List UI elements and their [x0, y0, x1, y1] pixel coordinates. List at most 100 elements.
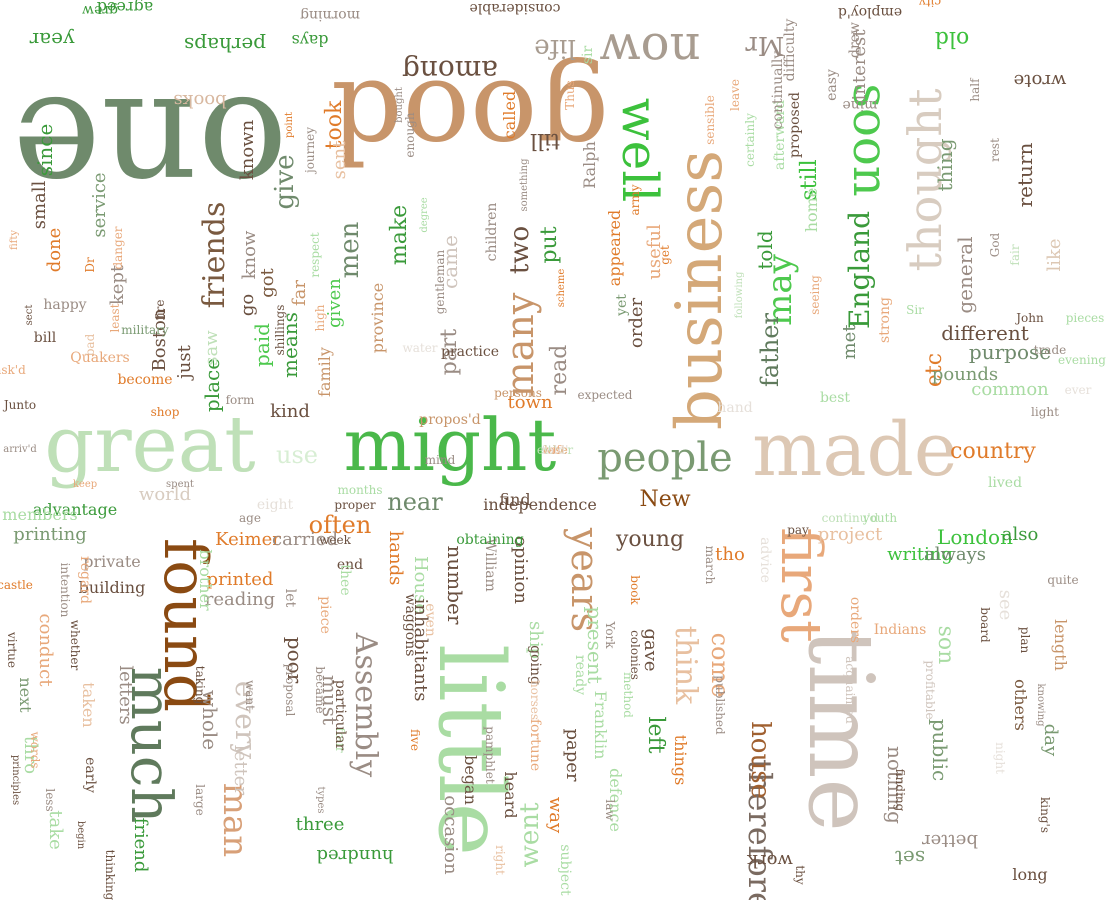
word-general: general — [953, 236, 977, 314]
word-least: least — [108, 303, 122, 333]
word-ask-d: ask'd — [0, 363, 26, 377]
word-want: want — [243, 680, 257, 710]
word-quakers: Quakers — [70, 350, 130, 366]
word-less: less — [43, 788, 57, 812]
word-province: province — [368, 282, 387, 354]
word-shillings: shillings — [273, 304, 287, 356]
word-large: large — [193, 784, 207, 816]
word-rest: rest — [988, 138, 1002, 162]
word-paid: paid — [250, 323, 274, 367]
word-father: father — [756, 313, 784, 387]
word-london: London — [937, 525, 1013, 549]
word-since: since — [33, 123, 57, 177]
word-board: board — [978, 607, 992, 643]
word-going: going — [527, 645, 543, 685]
word-ready: ready — [572, 654, 588, 696]
word-printed: printed — [206, 569, 274, 590]
word-arriv-d: arriv'd — [3, 444, 37, 455]
word-year: year — [29, 28, 75, 52]
word-purpose: purpose — [968, 340, 1052, 364]
word-members: members — [2, 505, 78, 524]
word-lived: lived — [987, 475, 1023, 491]
word-three: three — [295, 814, 345, 835]
word-whether: whether — [68, 619, 82, 671]
word-length: length — [1051, 619, 1070, 671]
word-give: give — [270, 154, 300, 210]
word-degree: degree — [419, 197, 430, 233]
word-right: right — [493, 845, 507, 875]
word-read: read — [547, 344, 572, 396]
word-words: words — [28, 731, 42, 769]
word-thing: thing — [933, 138, 957, 192]
word-work: work — [747, 850, 793, 871]
word-letters: letters — [115, 665, 136, 725]
word-shop: shop — [150, 405, 180, 419]
word-fair: fair — [1008, 244, 1022, 266]
word-friend: friend — [130, 817, 151, 873]
word-use: use — [276, 441, 318, 469]
word-public: public — [928, 718, 952, 782]
word-kind: kind — [270, 401, 310, 422]
word-went: went — [515, 802, 545, 868]
word-light: light — [1031, 405, 1059, 419]
word-john: John — [1016, 311, 1044, 325]
word-gentleman: gentleman — [433, 249, 447, 315]
word-point: point — [284, 111, 295, 139]
word-quite: quite — [1047, 573, 1079, 587]
word-began: began — [461, 755, 480, 805]
word-five: five — [408, 729, 422, 751]
word-military: military — [121, 323, 169, 337]
word-trade: trade — [1033, 343, 1067, 357]
word-present: present — [583, 606, 607, 684]
word-long: long — [1012, 865, 1048, 884]
word-following: following — [734, 271, 745, 319]
word-young: young — [615, 527, 685, 552]
word-sir: sir — [580, 45, 596, 65]
word-water: water — [402, 341, 438, 355]
word-independence: independence — [483, 495, 597, 514]
word-also: also — [1001, 524, 1039, 545]
word-subject: subject — [557, 844, 573, 896]
word-expected: expected — [577, 388, 633, 402]
word-just: just — [174, 345, 195, 379]
word-easy: easy — [824, 69, 840, 101]
word-pounds: pounds — [931, 364, 999, 385]
word-two: two — [505, 225, 535, 275]
word-intention: intention — [58, 562, 72, 618]
word-books: books — [173, 90, 227, 111]
word-even: even — [422, 603, 438, 637]
word-far: far — [289, 280, 310, 306]
word-king-s: king's — [1038, 797, 1052, 833]
word-know: know — [239, 230, 260, 280]
word-perhaps: perhaps — [183, 33, 267, 57]
word-law: law — [603, 799, 617, 821]
word-journey: journey — [303, 126, 317, 174]
word-became: became — [313, 666, 327, 714]
word-published: published — [713, 675, 727, 735]
word-become: become — [117, 372, 173, 388]
word-wife: wife — [542, 443, 568, 457]
word-something: something — [519, 158, 530, 212]
word-things: things — [671, 734, 690, 786]
word-sent: sent — [329, 140, 350, 180]
word-virtue: virtue — [5, 631, 19, 669]
word-youth: youth — [862, 511, 898, 525]
word-drew: drew — [847, 22, 863, 58]
word-life: life — [534, 33, 576, 63]
word-thus: Thus — [563, 80, 577, 110]
word-thinking: thinking — [103, 849, 117, 900]
word-building: building — [78, 578, 146, 597]
word-either: either — [536, 443, 574, 457]
word-little: little — [418, 644, 523, 856]
word-son: son — [933, 625, 958, 665]
word-horses: horses — [528, 679, 542, 721]
word-town: town — [507, 392, 553, 413]
word-order: order — [626, 297, 647, 349]
word-week: week — [319, 533, 351, 547]
word-conduct: conduct — [35, 613, 56, 687]
word-men: men — [335, 221, 365, 279]
word-employ-d: employ'd — [837, 4, 903, 20]
word-days: days — [291, 31, 329, 50]
word-advantage: advantage — [32, 500, 118, 519]
word-brother: brother — [196, 549, 215, 611]
